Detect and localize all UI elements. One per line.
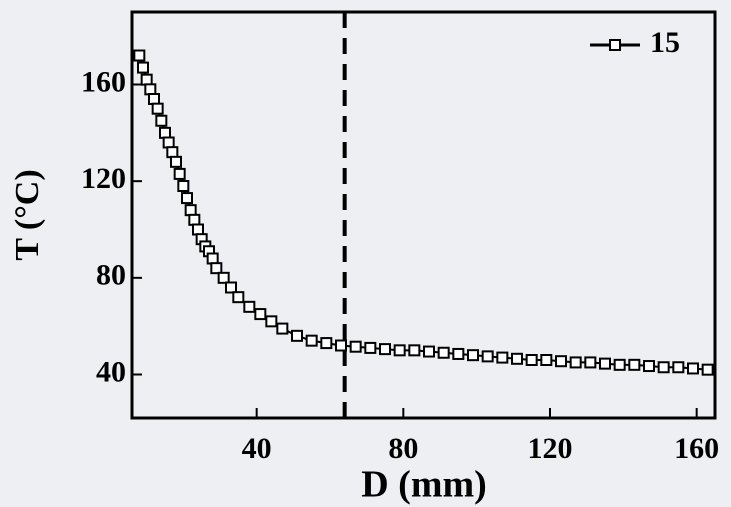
- marker: [181, 192, 193, 205]
- marker: [555, 355, 567, 368]
- marker: [177, 180, 190, 192]
- x-tick-label: 80: [388, 432, 418, 465]
- marker: [173, 167, 186, 180]
- marker: [657, 361, 670, 374]
- marker: [265, 315, 278, 328]
- marker: [155, 114, 168, 127]
- marker: [364, 341, 377, 354]
- marker: [481, 350, 494, 363]
- marker: [137, 61, 149, 74]
- x-tick-label: 40: [242, 432, 272, 465]
- marker: [599, 357, 611, 370]
- plot-frame: [130, 10, 717, 420]
- x-tick-label: 160: [674, 432, 719, 465]
- marker: [496, 351, 509, 364]
- y-tick-label: 120: [81, 162, 126, 195]
- marker: [254, 308, 267, 321]
- marker: [408, 344, 421, 357]
- marker: [467, 349, 479, 362]
- marker: [140, 73, 153, 86]
- marker: [569, 356, 582, 369]
- marker: [349, 340, 362, 353]
- marker: [210, 262, 223, 275]
- marker: [159, 126, 171, 139]
- marker: [525, 354, 538, 366]
- marker: [643, 360, 655, 373]
- y-tick-label: 160: [81, 65, 126, 98]
- marker: [151, 102, 164, 115]
- marker: [162, 136, 175, 149]
- marker: [320, 337, 333, 350]
- marker: [393, 344, 406, 357]
- marker: [335, 339, 347, 352]
- marker: [170, 155, 182, 168]
- marker: [217, 271, 230, 284]
- marker: [144, 83, 157, 96]
- marker: [225, 281, 237, 294]
- marker: [192, 223, 204, 236]
- legend-marker: [609, 39, 621, 51]
- marker: [584, 356, 597, 369]
- marker: [243, 300, 256, 313]
- marker: [305, 334, 318, 347]
- marker: [206, 252, 219, 265]
- marker: [452, 347, 465, 360]
- marker: [232, 291, 245, 304]
- marker: [133, 49, 146, 62]
- x-axis-label: D (mm): [361, 464, 487, 506]
- marker: [423, 345, 435, 358]
- legend-label: 15: [650, 26, 680, 59]
- marker: [379, 343, 391, 356]
- marker: [291, 329, 303, 342]
- marker: [540, 354, 553, 366]
- marker: [148, 93, 160, 105]
- y-tick-label: 80: [96, 259, 126, 292]
- marker: [511, 352, 523, 365]
- marker: [672, 361, 685, 374]
- y-axis-label: T (°C): [9, 169, 46, 260]
- marker: [701, 363, 714, 376]
- marker: [613, 358, 626, 371]
- y-tick-label: 40: [96, 355, 126, 388]
- marker: [276, 322, 289, 335]
- x-tick-label: 120: [528, 432, 573, 465]
- marker: [188, 213, 201, 226]
- marker: [437, 346, 450, 359]
- marker: [166, 146, 179, 159]
- marker: [184, 204, 197, 217]
- marker: [628, 358, 641, 371]
- marker: [687, 362, 699, 375]
